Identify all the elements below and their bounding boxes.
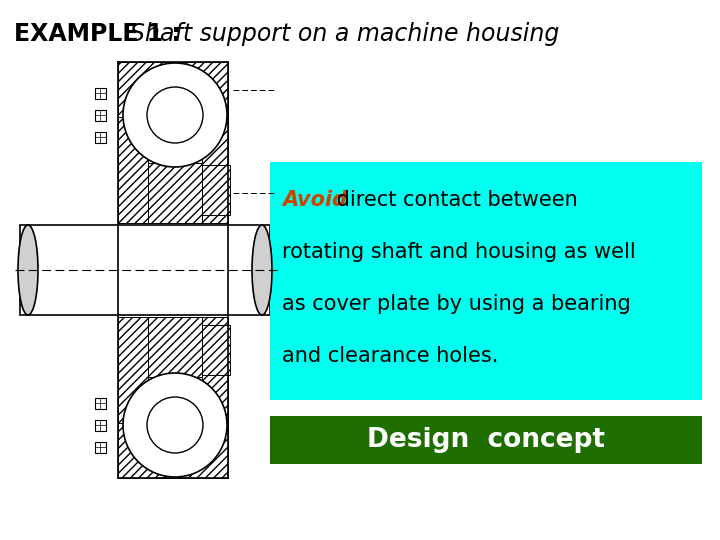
Ellipse shape bbox=[18, 225, 38, 315]
Text: Avoid: Avoid bbox=[282, 190, 347, 210]
Ellipse shape bbox=[252, 225, 272, 315]
Circle shape bbox=[123, 373, 227, 477]
Bar bbox=[118, 423, 228, 478]
Text: Design  concept: Design concept bbox=[367, 427, 605, 453]
Bar bbox=[202, 62, 228, 223]
Bar bbox=[20, 225, 270, 315]
Circle shape bbox=[123, 63, 227, 167]
Bar bbox=[270, 416, 702, 464]
Text: and clearance holes.: and clearance holes. bbox=[282, 346, 498, 366]
Bar bbox=[94, 397, 106, 408]
Bar bbox=[94, 87, 106, 98]
Bar bbox=[148, 163, 202, 223]
Text: EXAMPLE 1 :: EXAMPLE 1 : bbox=[14, 22, 189, 46]
Bar bbox=[270, 162, 702, 400]
Circle shape bbox=[147, 87, 203, 143]
Circle shape bbox=[147, 397, 203, 453]
Bar bbox=[118, 62, 228, 117]
Text: as cover plate by using a bearing: as cover plate by using a bearing bbox=[282, 294, 631, 314]
Text: rotating shaft and housing as well: rotating shaft and housing as well bbox=[282, 242, 636, 262]
Text: Shaft support on a machine housing: Shaft support on a machine housing bbox=[130, 22, 559, 46]
Bar bbox=[94, 132, 106, 143]
Bar bbox=[202, 317, 228, 478]
Bar bbox=[148, 317, 202, 377]
Bar bbox=[94, 442, 106, 453]
Bar bbox=[118, 62, 148, 223]
Bar bbox=[94, 420, 106, 430]
Bar bbox=[202, 325, 230, 375]
Bar bbox=[94, 110, 106, 120]
Text: direct contact between: direct contact between bbox=[330, 190, 577, 210]
Bar bbox=[118, 317, 148, 478]
Bar bbox=[202, 165, 230, 215]
